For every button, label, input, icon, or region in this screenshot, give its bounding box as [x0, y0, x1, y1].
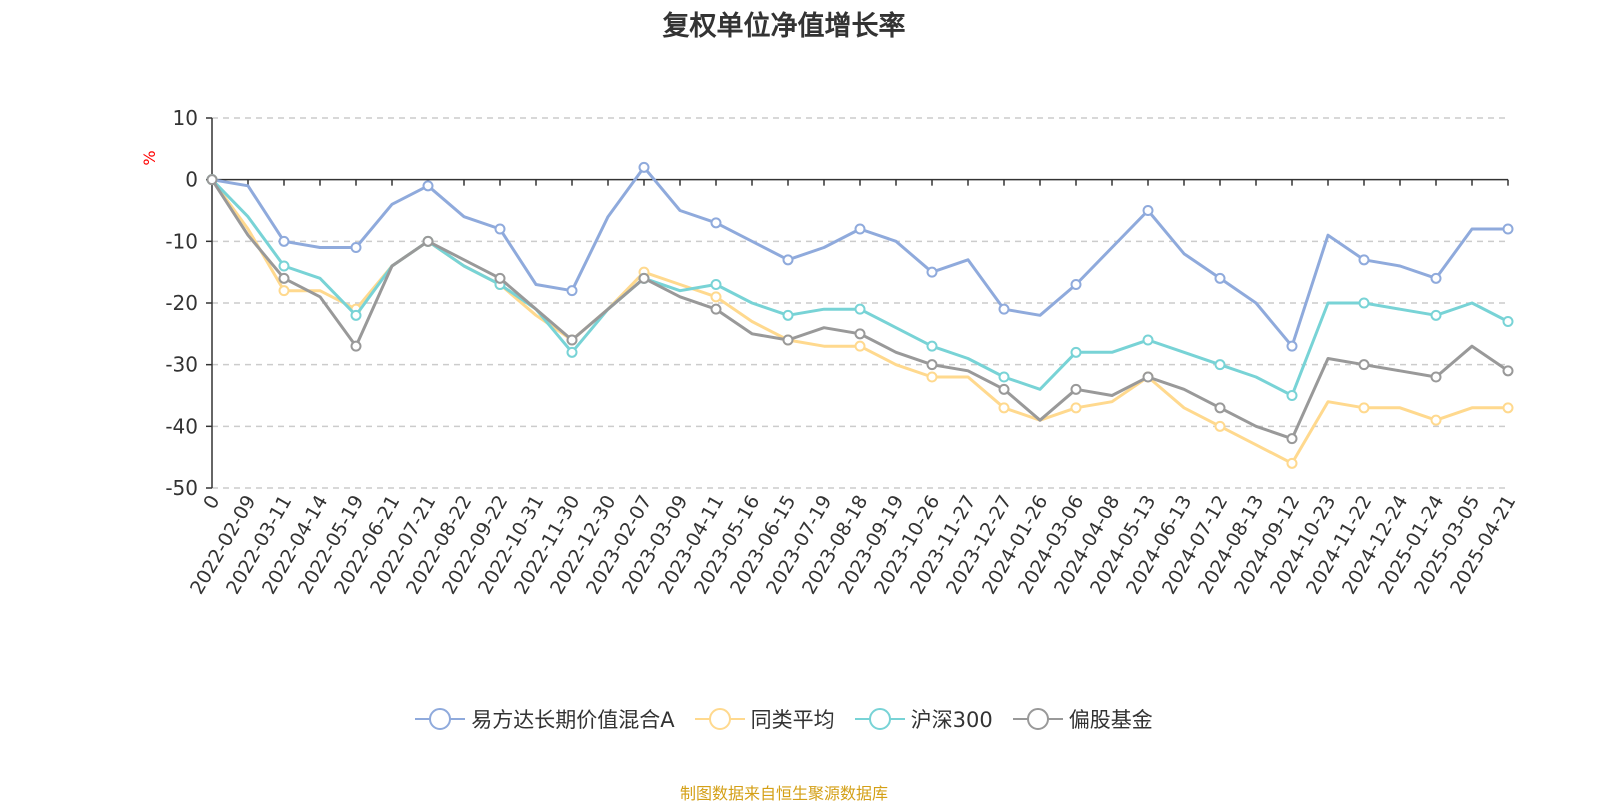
data-point	[854, 328, 866, 340]
data-point	[422, 235, 434, 247]
chart-legend[interactable]: 易方达长期价值混合A 同类平均 沪深300 偏股基金	[0, 704, 1568, 734]
data-point	[1502, 223, 1514, 235]
data-point	[854, 303, 866, 315]
legend-label: 偏股基金	[1068, 708, 1153, 732]
legend-item[interactable]: 沪深300	[854, 704, 993, 734]
source-note: 制图数据来自恒生聚源数据库	[679, 784, 888, 803]
y-tick-label: 10	[173, 106, 198, 130]
data-point	[1070, 346, 1082, 358]
y-tick-label: -10	[165, 229, 198, 253]
legend-item[interactable]: 偏股基金	[1012, 704, 1153, 734]
data-point	[350, 309, 362, 321]
data-point	[638, 161, 650, 173]
data-point	[1502, 316, 1514, 327]
data-point	[998, 383, 1010, 395]
legend-marker-icon	[1012, 708, 1063, 730]
legend-label: 同类平均	[750, 708, 835, 732]
x-tick-label: 0	[199, 492, 224, 513]
legend-item[interactable]: 易方达长期价值混合A	[415, 704, 675, 734]
data-point	[278, 272, 290, 284]
data-point	[1286, 390, 1298, 401]
data-point	[1502, 402, 1514, 414]
data-point	[998, 402, 1010, 414]
data-point	[422, 180, 434, 192]
y-tick-label: -20	[165, 291, 198, 315]
y-tick-label: -50	[165, 476, 198, 500]
data-point	[566, 334, 578, 346]
data-point	[1142, 205, 1154, 216]
data-point	[854, 223, 866, 235]
series-line	[210, 178, 1509, 397]
data-point	[1358, 359, 1370, 371]
data-point	[278, 285, 290, 297]
legend-marker-icon	[415, 708, 466, 730]
data-point	[710, 279, 722, 290]
data-point	[998, 371, 1010, 383]
data-point	[1214, 359, 1226, 371]
data-point	[998, 303, 1010, 315]
data-point	[1286, 340, 1298, 352]
data-point	[494, 223, 506, 235]
data-point	[1358, 297, 1370, 309]
data-point	[782, 254, 794, 266]
data-point	[710, 217, 722, 229]
data-point	[350, 242, 362, 253]
data-point	[1070, 279, 1082, 290]
data-point	[1430, 272, 1442, 284]
data-point	[710, 303, 722, 315]
legend-item[interactable]: 同类平均	[694, 704, 835, 734]
data-point	[206, 174, 218, 186]
data-point	[566, 346, 578, 358]
data-point	[1142, 371, 1154, 383]
data-point	[926, 266, 938, 278]
series-line	[210, 178, 1508, 465]
data-point	[926, 359, 938, 371]
legend-label: 易方达长期价值混合A	[471, 708, 675, 732]
data-point	[782, 309, 794, 321]
y-tick-label: -30	[165, 353, 198, 377]
data-point	[1286, 457, 1298, 469]
data-point	[1502, 365, 1514, 377]
data-point	[1070, 383, 1082, 395]
y-tick-label: 0	[185, 168, 198, 192]
data-point	[278, 260, 290, 272]
data-point	[710, 291, 722, 303]
data-point	[1430, 414, 1442, 426]
data-point	[494, 272, 506, 284]
chart-title: 复权单位净值增长率	[662, 11, 906, 42]
legend-label: 沪深300	[910, 708, 993, 732]
data-point	[1430, 371, 1442, 383]
data-point	[854, 340, 866, 352]
data-point	[782, 334, 794, 346]
data-point	[926, 340, 938, 352]
data-point	[1214, 420, 1226, 432]
data-point	[350, 340, 362, 352]
data-point	[1070, 402, 1082, 414]
data-point	[1358, 402, 1370, 414]
data-point	[1358, 254, 1370, 266]
data-point	[1286, 433, 1298, 445]
data-point	[1430, 309, 1442, 321]
legend-marker-icon	[694, 708, 745, 730]
data-point	[1214, 402, 1226, 414]
y-tick-label: -40	[165, 414, 198, 438]
data-point	[1142, 334, 1154, 346]
chart-plot: 100-10-20-30-40-50%02022-02-092022-03-11…	[140, 106, 1520, 598]
data-point	[926, 371, 938, 383]
data-point	[1214, 272, 1226, 284]
data-point	[566, 285, 578, 297]
data-point	[278, 235, 290, 247]
y-axis-label: %	[140, 150, 159, 165]
data-point	[638, 272, 650, 284]
legend-marker-icon	[854, 708, 905, 730]
